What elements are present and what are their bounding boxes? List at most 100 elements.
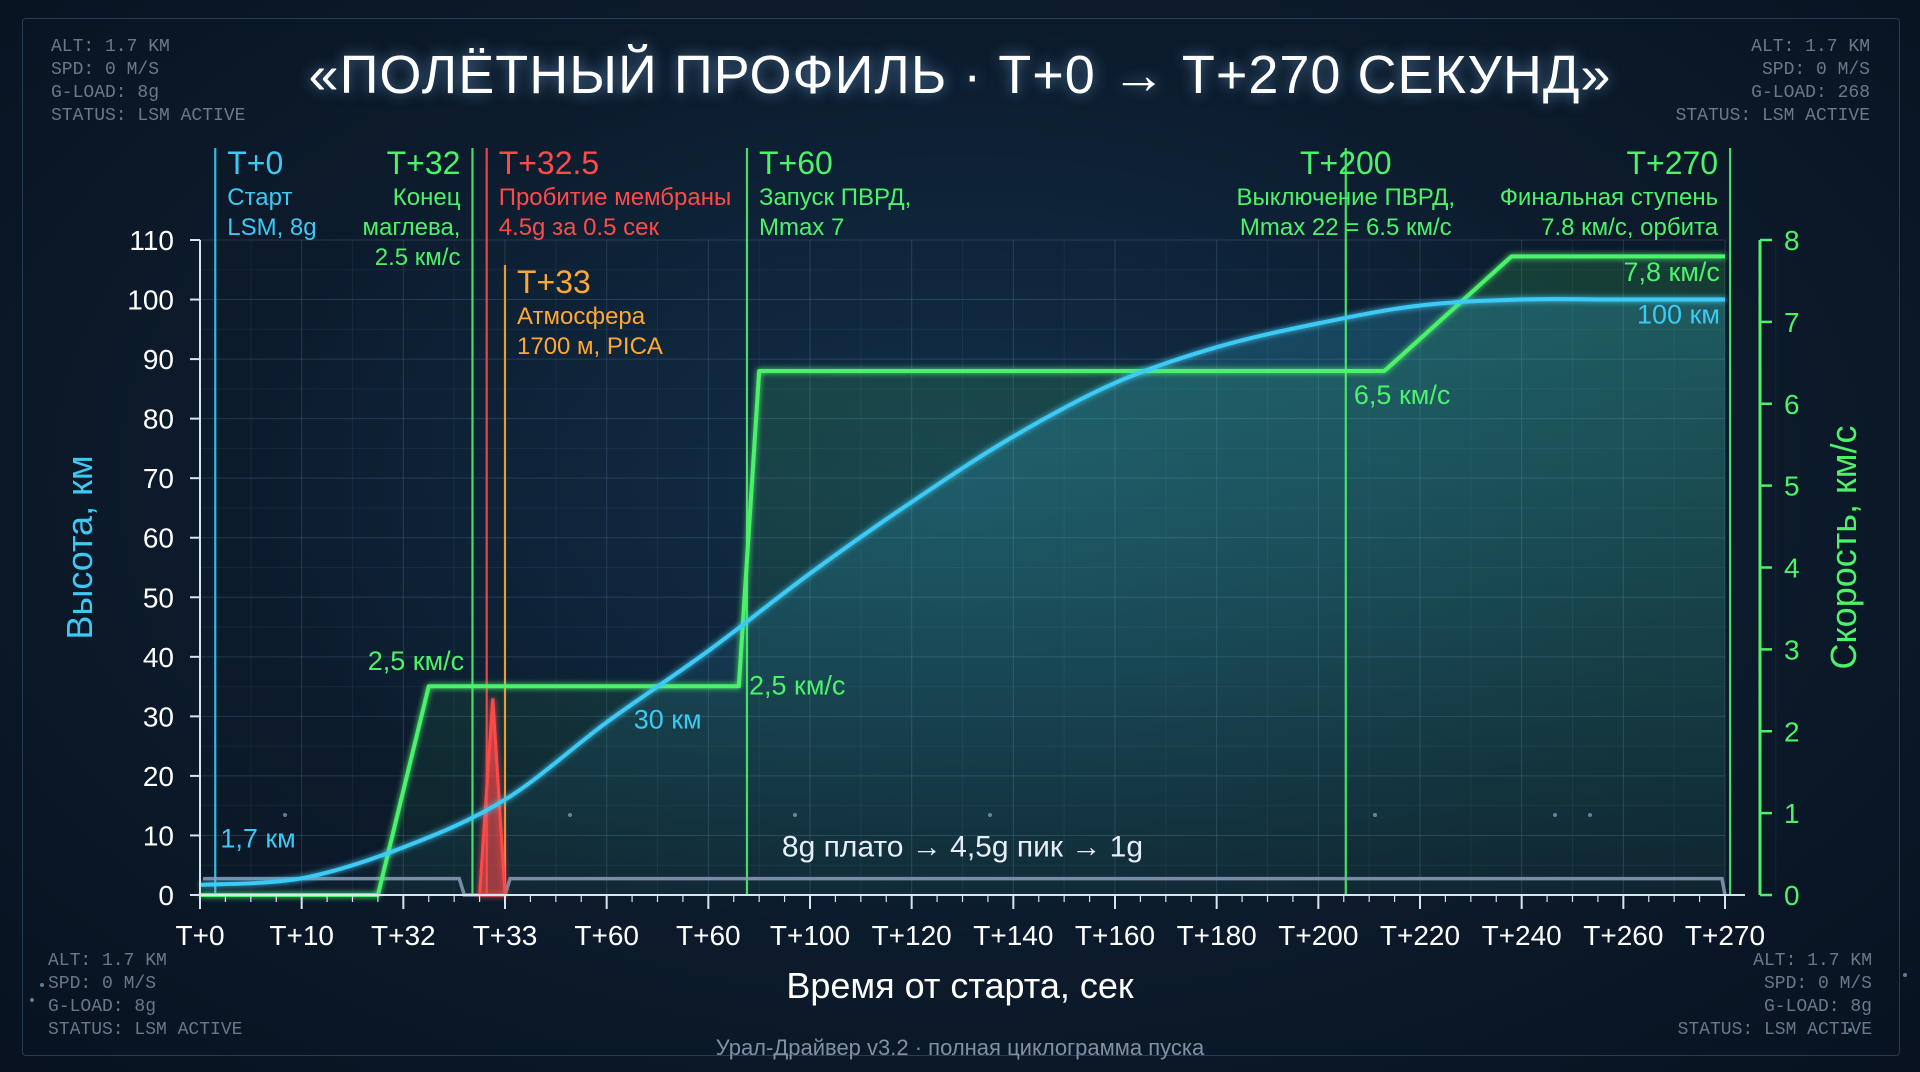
data-label: 2,5 км/с bbox=[368, 646, 464, 676]
x-tick-label: T+0 bbox=[175, 920, 224, 951]
x-tick-label: T+200 bbox=[1278, 920, 1358, 951]
hud-gload: G-LOAD: 8g bbox=[48, 997, 157, 1017]
data-label: 7,8 км/с bbox=[1623, 257, 1719, 287]
y-tick-label: 70 bbox=[143, 463, 174, 494]
event-description: Запуск ПВРД, bbox=[759, 184, 911, 211]
event-description: Финальная ступень bbox=[1500, 184, 1718, 211]
hud-readout-bottom-right: ALT: 1.7 KM SPD: 0 M/S G-LOAD: 8g STATUS… bbox=[1678, 950, 1872, 1042]
y2-tick-label: 8 bbox=[1784, 225, 1800, 256]
event-description: 4.5g за 0.5 сек bbox=[499, 214, 660, 241]
y2-tick-label: 1 bbox=[1784, 798, 1800, 829]
x-tick-label: T+33 bbox=[473, 920, 538, 951]
star-dot bbox=[1848, 1028, 1852, 1032]
data-label: 30 км bbox=[634, 704, 702, 734]
event-description: Mmax 7 bbox=[759, 214, 844, 241]
y-tick-label: 110 bbox=[129, 225, 174, 256]
hud-alt: ALT: 1.7 KM bbox=[51, 37, 170, 57]
star-dot bbox=[40, 983, 44, 987]
event-description: LSM, 8g bbox=[227, 214, 316, 241]
event-label: T+270 bbox=[1626, 145, 1718, 181]
hud-gload: G-LOAD: 8g bbox=[1763, 997, 1872, 1017]
y-tick-label: 50 bbox=[143, 582, 174, 613]
x-tick-label: T+120 bbox=[872, 920, 952, 951]
y-tick-label: 10 bbox=[143, 820, 174, 851]
hud-spd: SPD: 0 M/S bbox=[51, 60, 160, 80]
x-tick-label: T+32 bbox=[371, 920, 436, 951]
y-tick-label: 60 bbox=[143, 523, 174, 554]
event-description: Старт bbox=[227, 184, 292, 211]
data-label: 2,5 км/с bbox=[749, 670, 845, 700]
y2-tick-label: 4 bbox=[1784, 553, 1800, 584]
y-axis-title: Высота, км bbox=[59, 455, 100, 639]
star-dot bbox=[1903, 973, 1907, 977]
altitude-area bbox=[200, 299, 1725, 895]
event-description: 2.5 км/с bbox=[375, 244, 461, 271]
hud-readout-top-left: ALT: 1.7 KM SPD: 0 M/S G-LOAD: 8g STATUS… bbox=[51, 36, 245, 128]
event-description: 1700 м, PICA bbox=[517, 333, 663, 360]
hud-readout-top-right: ALT: 1.7 KM SPD: 0 M/S G-LOAD: 268 STATU… bbox=[1676, 36, 1870, 128]
y-tick-label: 100 bbox=[127, 285, 174, 316]
event-label: T+32.5 bbox=[499, 145, 600, 181]
event-label: T+200 bbox=[1300, 145, 1392, 181]
y-tick-label: 80 bbox=[143, 404, 174, 435]
star-dot bbox=[283, 813, 287, 817]
x-tick-label: T+160 bbox=[1075, 920, 1155, 951]
y-tick-label: 90 bbox=[143, 344, 174, 375]
x-tick-label: T+180 bbox=[1177, 920, 1257, 951]
x-tick-label: T+260 bbox=[1583, 920, 1663, 951]
hud-gload: G-LOAD: 8g bbox=[51, 83, 160, 103]
y-tick-label: 20 bbox=[143, 761, 174, 792]
hud-status: STATUS: LSM ACTIVE bbox=[1675, 106, 1870, 126]
hud-gload: G-LOAD: 268 bbox=[1751, 83, 1870, 103]
footer-caption: Урал-Драйвер v3.2 · полная циклограмма п… bbox=[715, 1035, 1205, 1060]
x-tick-label: T+10 bbox=[269, 920, 334, 951]
hud-alt: ALT: 1.7 KM bbox=[1753, 951, 1872, 971]
data-label: 8g плато → 4,5g пик → 1g bbox=[782, 830, 1143, 863]
y2-tick-label: 0 bbox=[1784, 880, 1800, 911]
y-tick-label: 40 bbox=[143, 642, 174, 673]
y2-tick-label: 2 bbox=[1784, 716, 1800, 747]
event-description: Пробитие мембраны bbox=[499, 184, 732, 211]
x-tick-label: T+270 bbox=[1685, 920, 1765, 951]
y2-tick-label: 6 bbox=[1784, 389, 1800, 420]
page-title: «ПОЛЁТНЫЙ ПРОФИЛЬ · T+0 → T+270 СЕКУНД» bbox=[308, 45, 1612, 105]
hud-alt: ALT: 1.7 KM bbox=[48, 951, 167, 971]
y2-tick-label: 5 bbox=[1784, 471, 1800, 502]
x-tick-label: T+240 bbox=[1482, 920, 1562, 951]
event-label: T+33 bbox=[517, 264, 591, 300]
event-description: Выключение ПВРД, bbox=[1236, 184, 1455, 211]
velocity-line bbox=[200, 254, 1725, 897]
hud-spd: SPD: 0 M/S bbox=[1761, 60, 1870, 80]
event-description: 7.8 км/с, орбита bbox=[1541, 214, 1719, 241]
event-description: маглева, bbox=[363, 214, 461, 241]
hud-spd: SPD: 0 M/S bbox=[1763, 974, 1872, 994]
hud-readout-bottom-left: ALT: 1.7 KM SPD: 0 M/S G-LOAD: 8g STATUS… bbox=[48, 950, 242, 1042]
x-axis-title: Время от старта, сек bbox=[786, 965, 1133, 1006]
x-tick-label: T+220 bbox=[1380, 920, 1460, 951]
hud-status: STATUS: LSM ACTIVE bbox=[48, 1020, 243, 1040]
data-label: 6,5 км/с bbox=[1354, 380, 1450, 410]
x-tick-label: T+60 bbox=[676, 920, 741, 951]
y2-tick-label: 7 bbox=[1784, 307, 1800, 338]
event-label: T+0 bbox=[227, 145, 283, 181]
event-description: Mmax 22 = 6.5 км/с bbox=[1240, 214, 1452, 241]
data-label: 1,7 км bbox=[220, 823, 295, 853]
event-description: Конец bbox=[393, 184, 461, 211]
y2-tick-label: 3 bbox=[1784, 634, 1800, 665]
y2-axis-title: Скорость, км/с bbox=[1823, 426, 1864, 670]
hud-spd: SPD: 0 M/S bbox=[48, 974, 157, 994]
x-tick-label: T+140 bbox=[973, 920, 1053, 951]
event-label: T+32 bbox=[387, 145, 461, 181]
data-label: 100 км bbox=[1637, 299, 1720, 329]
x-tick-label: T+100 bbox=[770, 920, 850, 951]
hud-alt: ALT: 1.7 KM bbox=[1751, 37, 1870, 57]
x-tick-label: T+60 bbox=[574, 920, 639, 951]
y-tick-label: 0 bbox=[158, 880, 174, 911]
y-tick-label: 30 bbox=[143, 701, 174, 732]
hud-status: STATUS: LSM ACTIVE bbox=[51, 106, 246, 126]
event-description: Атмосфера bbox=[517, 303, 646, 330]
altitude-line bbox=[199, 297, 1725, 887]
hud-frame bbox=[22, 18, 1900, 1056]
event-label: T+60 bbox=[759, 145, 833, 181]
